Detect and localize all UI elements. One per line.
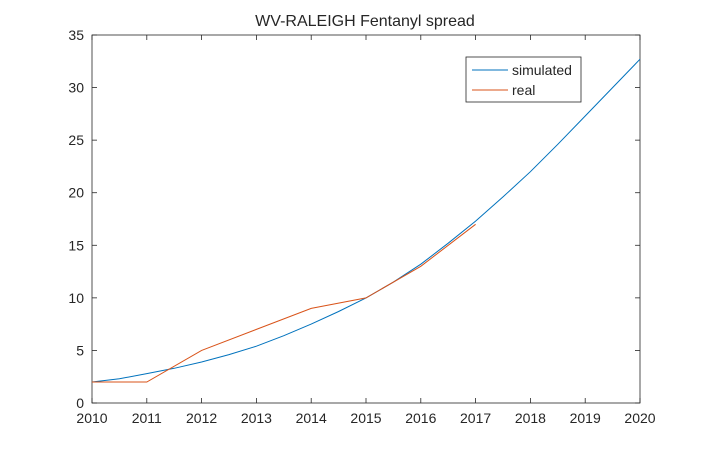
x-tick-label: 2014 xyxy=(296,410,327,426)
y-tick-label: 10 xyxy=(68,290,84,306)
x-tick-label: 2012 xyxy=(186,410,217,426)
legend: simulated real xyxy=(465,56,582,103)
y-tick-label: 20 xyxy=(68,185,84,201)
x-tick-label: 2010 xyxy=(76,410,107,426)
y-tick-label: 0 xyxy=(76,395,84,411)
x-tick-label: 2015 xyxy=(350,410,381,426)
x-tick-label: 2013 xyxy=(241,410,272,426)
y-tick-label: 25 xyxy=(68,132,84,148)
legend-box xyxy=(465,56,582,103)
y-tick-label: 15 xyxy=(68,237,84,253)
x-tick-label: 2017 xyxy=(460,410,491,426)
y-tick-label: 30 xyxy=(68,80,84,96)
x-tick-label: 2018 xyxy=(515,410,546,426)
x-tick-label: 2011 xyxy=(132,410,162,426)
y-tick-label: 5 xyxy=(76,342,84,358)
series-layer xyxy=(91,58,641,383)
series-line-real xyxy=(92,223,476,383)
chart-title: WV-RALEIGH Fentanyl spread xyxy=(255,13,475,30)
x-tick-label: 2016 xyxy=(405,410,436,426)
x-tick-label: 2020 xyxy=(624,410,655,426)
y-tick-label: 35 xyxy=(68,27,84,43)
legend-label-real: real xyxy=(512,82,535,98)
x-tick-label: 2019 xyxy=(570,410,601,426)
axis-ticks: 2010 2011 2012 2013 2014 2015 2016 2017 2018 2019… xyxy=(68,27,655,426)
legend-label-simulated: simulated xyxy=(512,62,572,78)
